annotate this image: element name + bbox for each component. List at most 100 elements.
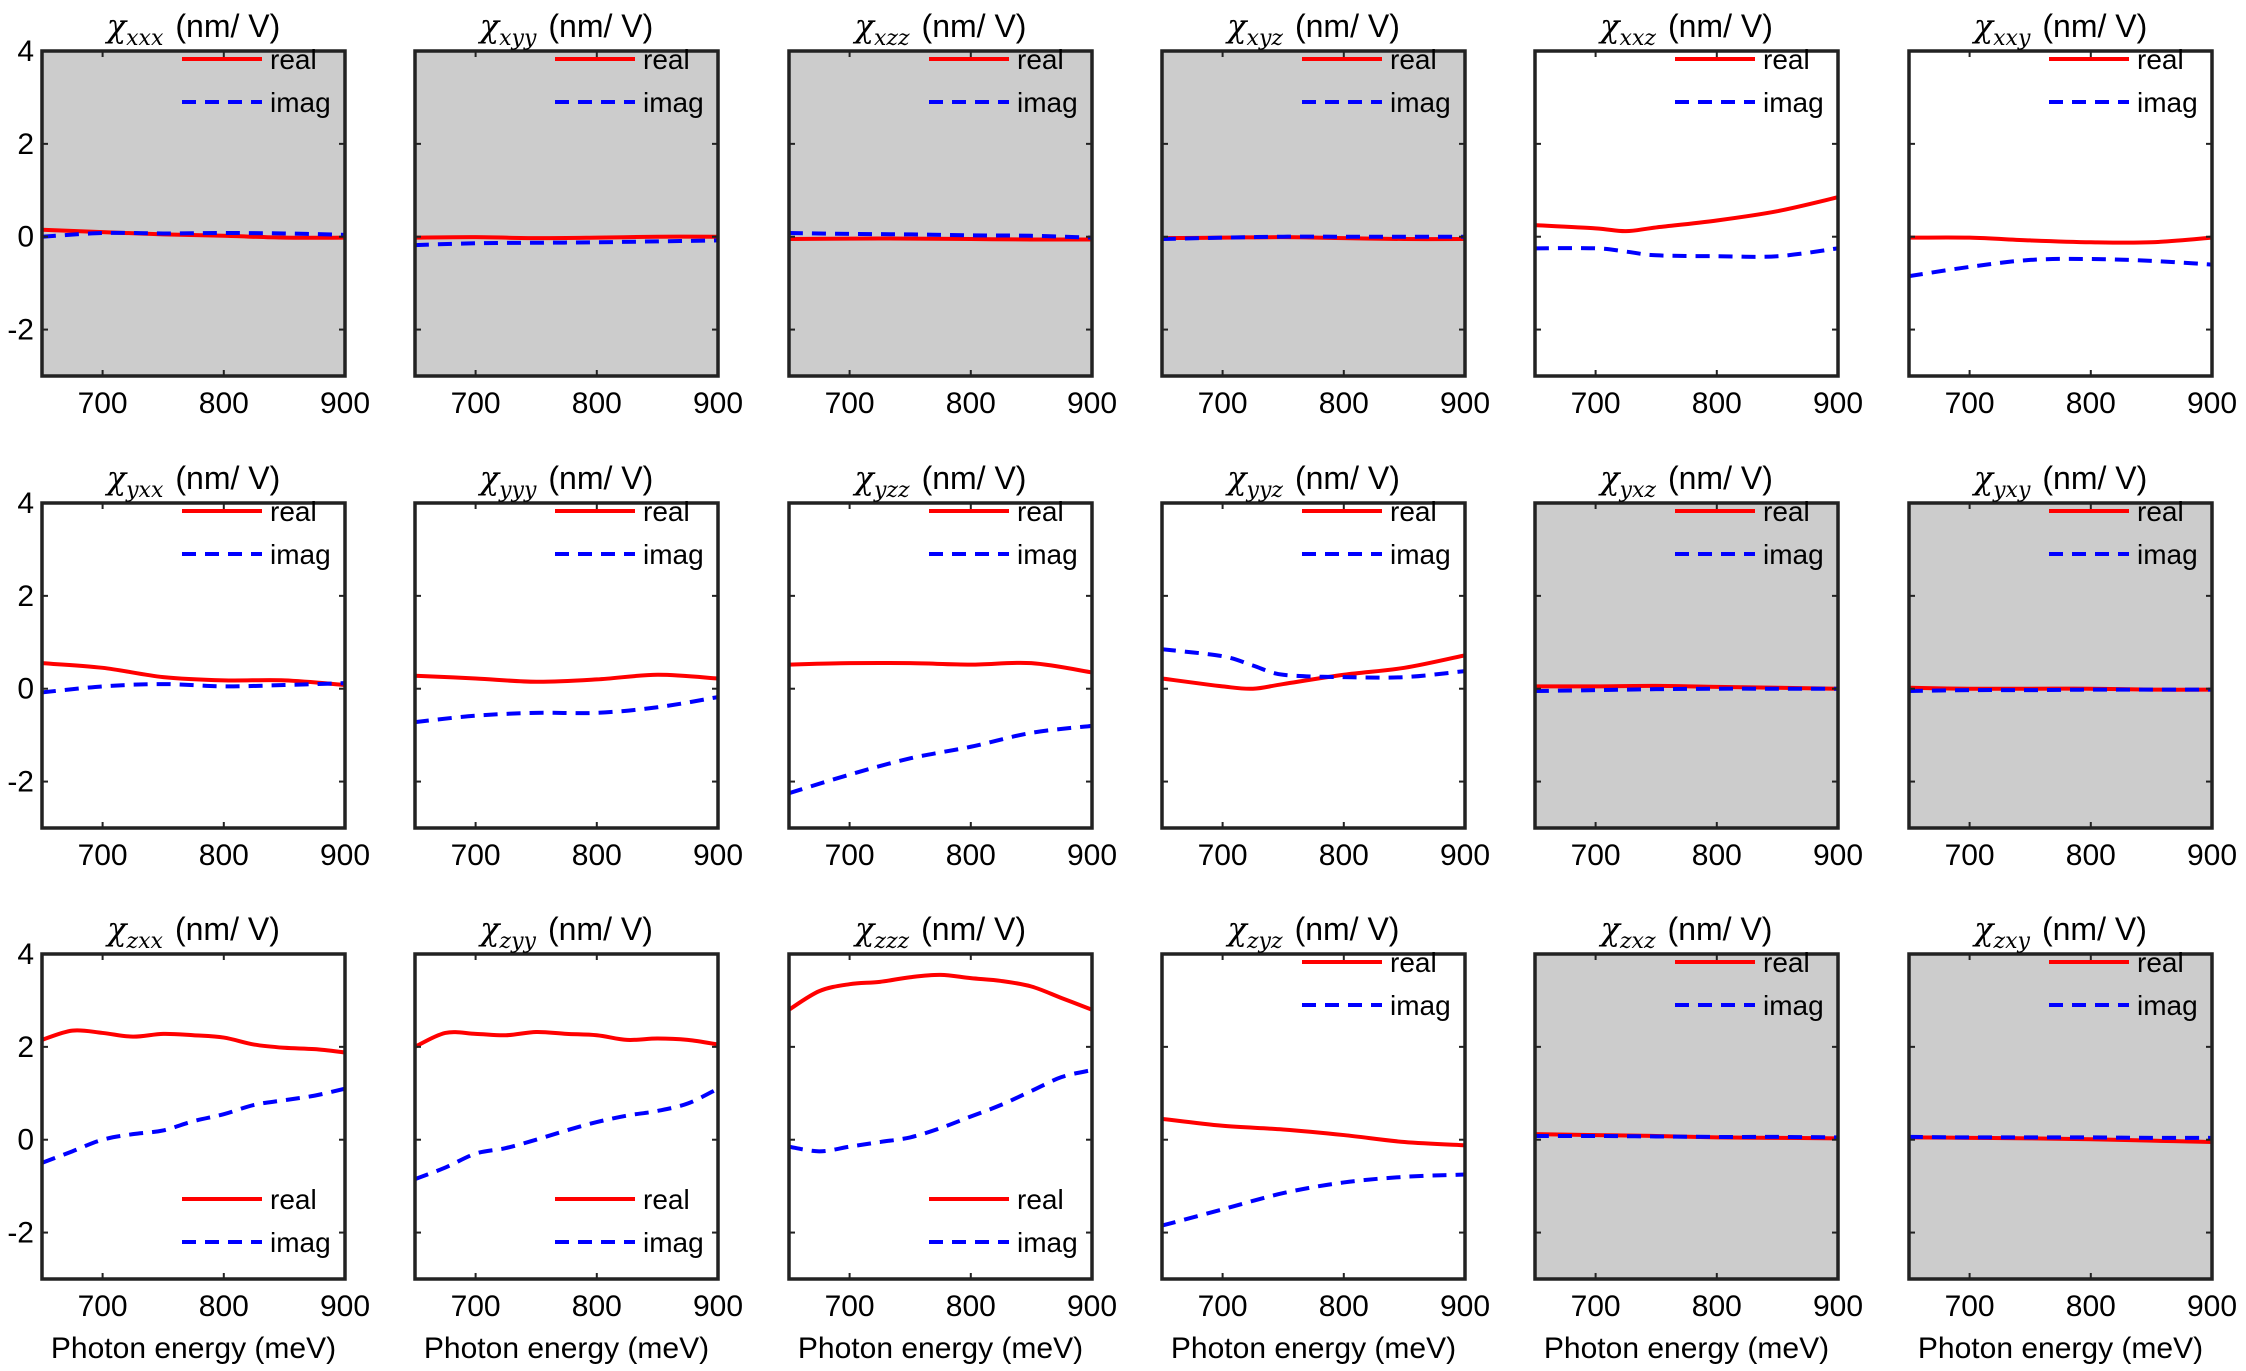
- panel-chi-yxx: 4 2 0 -2 700 800 900 χyxx (nm/ V)real imag: [7, 459, 370, 872]
- x-tick-label: 700: [1198, 387, 1248, 420]
- legend-label-real: real: [1763, 44, 1810, 75]
- x-tick-label: 900: [320, 1290, 370, 1323]
- series-line-imag: [789, 1068, 1092, 1154]
- y-tick-label: 2: [17, 580, 34, 613]
- plot-background: [1535, 954, 1838, 1279]
- x-axis-label: Photon energy (meV): [1918, 1332, 2203, 1365]
- legend-label-real: real: [1390, 44, 1437, 75]
- plot-frame: [1907, 49, 2214, 378]
- legend: real imag: [555, 496, 704, 570]
- legend: real imag: [929, 1184, 1078, 1258]
- series-line-imag: [1535, 246, 1838, 259]
- panel-title: χyxx (nm/ V): [105, 459, 281, 503]
- x-tick-label: 800: [199, 839, 249, 872]
- legend-label-imag: imag: [1017, 87, 1078, 118]
- x-tick-label: 800: [946, 1290, 996, 1323]
- plot-background: [1535, 503, 1838, 828]
- x-tick-label: 700: [1945, 839, 1995, 872]
- plot-background: [42, 51, 345, 376]
- series-line-imag: [415, 238, 718, 248]
- series-line-imag: [789, 723, 1092, 796]
- series-line-real: [1535, 683, 1838, 691]
- legend: real imag: [1675, 44, 1824, 118]
- legend-label-real: real: [2137, 496, 2184, 527]
- panel-chi-yxz: 700 800 900 χyxz (nm/ V)real imag: [1533, 459, 1863, 872]
- panel-title: χzxz (nm/ V): [1599, 910, 1773, 954]
- panel-title: χzyy (nm/ V): [478, 910, 653, 954]
- legend-label-imag: imag: [2137, 990, 2198, 1021]
- series-line-real: [789, 972, 1092, 1012]
- panel-chi-zxz: 700 800 900 χzxz (nm/ V) Photon energy (meV) r…: [1533, 910, 1863, 1365]
- x-tick-label: 800: [199, 1290, 249, 1323]
- x-tick-label: 800: [1319, 1290, 1369, 1323]
- panel-chi-xxz: 700 800 900 χxxz (nm/ V)real imag: [1533, 7, 1863, 420]
- legend-label-imag: imag: [270, 539, 331, 570]
- plot-frame: [1533, 49, 1840, 378]
- x-tick-label: 900: [693, 1290, 743, 1323]
- legend-label-imag: imag: [643, 87, 704, 118]
- series-line-imag: [42, 230, 345, 239]
- plot-frame: [1160, 952, 1467, 1281]
- legend-label-imag: imag: [643, 539, 704, 570]
- series-line-imag: [1162, 234, 1465, 242]
- legend: real imag: [1675, 947, 1824, 1021]
- x-tick-label: 900: [1067, 1290, 1117, 1323]
- legend: real imag: [182, 1184, 331, 1258]
- y-tick-label: 4: [17, 35, 34, 68]
- plot-frame: [413, 952, 720, 1281]
- legend: real imag: [2049, 44, 2198, 118]
- x-axis-label: Photon energy (meV): [1544, 1332, 1829, 1365]
- legend: real imag: [555, 44, 704, 118]
- panel-title: χyzz (nm/ V): [853, 459, 1027, 503]
- legend-label-imag: imag: [1763, 990, 1824, 1021]
- legend: real imag: [1675, 496, 1824, 570]
- plot-background: [1162, 954, 1465, 1279]
- x-tick-label: 700: [78, 1290, 128, 1323]
- series-line-imag: [789, 231, 1092, 240]
- legend-label-real: real: [1390, 496, 1437, 527]
- x-tick-label: 900: [693, 839, 743, 872]
- x-tick-label: 800: [946, 387, 996, 420]
- y-tick-label: -2: [7, 766, 34, 799]
- legend-label-real: real: [1763, 496, 1810, 527]
- legend: real imag: [555, 1184, 704, 1258]
- y-tick-label: 0: [17, 1124, 34, 1157]
- legend: real imag: [929, 44, 1078, 118]
- legend-label-real: real: [2137, 947, 2184, 978]
- plot-background: [1535, 51, 1838, 376]
- panel-chi-zxx: 4 2 0 -2 700 800 900 χzxx (nm/ V) Photon energy (…: [7, 910, 370, 1365]
- panel-chi-yyy: 700 800 900 χyyy (nm/ V)real imag: [413, 459, 743, 872]
- legend-label-real: real: [270, 496, 317, 527]
- series-line-real: [1909, 235, 2212, 245]
- legend-label-imag: imag: [1017, 539, 1078, 570]
- legend-label-real: real: [270, 1184, 317, 1215]
- x-axis-label: Photon energy (meV): [798, 1332, 1083, 1365]
- panel-chi-zyy: 700 800 900 χzyy (nm/ V) Photon energy (meV) r…: [413, 910, 743, 1365]
- series-line-imag: [415, 695, 718, 725]
- legend-label-imag: imag: [1763, 539, 1824, 570]
- x-tick-label: 700: [825, 1290, 875, 1323]
- panel-chi-xzz: 700 800 900 χxzz (nm/ V)real imag: [787, 7, 1117, 420]
- x-axis-label: Photon energy (meV): [424, 1332, 709, 1365]
- series-line-real: [1162, 653, 1465, 691]
- legend-label-imag: imag: [270, 87, 331, 118]
- x-tick-label: 800: [572, 839, 622, 872]
- x-tick-label: 800: [1319, 839, 1369, 872]
- series-line-imag: [415, 1086, 718, 1182]
- legend-label-real: real: [1390, 947, 1437, 978]
- legend-label-imag: imag: [2137, 87, 2198, 118]
- plot-frame: [413, 501, 720, 830]
- legend: real imag: [1302, 496, 1451, 570]
- panel-title: χzxx (nm/ V): [105, 910, 280, 954]
- legend: real imag: [2049, 496, 2198, 570]
- panel-chi-zxy: 700 800 900 χzxy (nm/ V) Photon energy (meV) r…: [1907, 910, 2237, 1365]
- y-tick-label: 4: [17, 938, 34, 971]
- plot-frame: [787, 501, 1094, 830]
- x-tick-label: 900: [1813, 387, 1863, 420]
- x-tick-label: 800: [1692, 387, 1742, 420]
- legend: real imag: [182, 496, 331, 570]
- x-tick-label: 700: [1945, 387, 1995, 420]
- x-tick-label: 800: [1692, 1290, 1742, 1323]
- plot-frame: [1533, 501, 1840, 830]
